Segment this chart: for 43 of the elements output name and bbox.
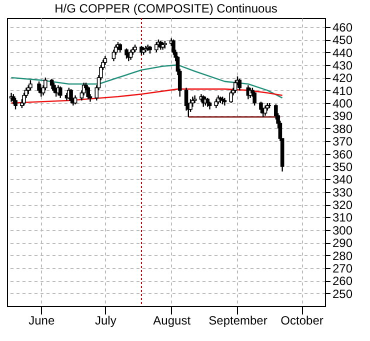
chart-title: H/G COPPER (COMPOSITE) Continuous <box>54 2 278 16</box>
candlestick <box>58 86 62 99</box>
x-tick-label: July <box>95 314 116 328</box>
y-tick-label: 440 <box>332 46 353 60</box>
y-tick-label: 250 <box>332 286 353 301</box>
candlestick <box>86 86 90 100</box>
candlestick <box>259 101 263 114</box>
candlestick <box>22 92 26 106</box>
y-tick-label: 290 <box>332 236 353 250</box>
x-tick-label: June <box>28 314 55 328</box>
candlestick <box>37 80 41 94</box>
x-tick-label: September <box>208 314 268 328</box>
y-tick-label: 410 <box>332 84 353 98</box>
y-tick-label: 420 <box>332 71 353 86</box>
candlestick <box>14 97 18 110</box>
candlestick <box>28 80 32 91</box>
candlestick <box>52 82 56 94</box>
candlestick <box>233 80 238 94</box>
x-tick-label: August <box>153 314 192 328</box>
candlestick <box>252 90 256 106</box>
x-tick-label: October <box>280 314 324 328</box>
y-tick-label: 380 <box>332 122 353 136</box>
y-tick-label: 400 <box>332 96 353 111</box>
y-tick-label: 390 <box>332 109 353 124</box>
candlestick <box>154 42 158 53</box>
y-tick-label: 350 <box>332 160 353 174</box>
y-tick-label: 430 <box>332 58 353 72</box>
y-tick-label: 460 <box>332 20 353 34</box>
y-tick-label: 270 <box>332 261 353 276</box>
candlestick <box>124 48 128 60</box>
y-tick-label: 370 <box>332 134 353 149</box>
y-tick-label: 300 <box>332 223 353 238</box>
y-tick-label: 280 <box>332 248 353 263</box>
y-tick-label: 330 <box>332 185 353 200</box>
y-tick-label: 340 <box>332 172 353 187</box>
y-tick-label: 320 <box>332 198 353 212</box>
y-tick-label: 310 <box>332 210 353 225</box>
candlestick <box>69 88 73 104</box>
candlestick <box>238 78 242 91</box>
y-tick-label: 260 <box>332 274 353 288</box>
y-tick-label: 450 <box>332 33 353 48</box>
y-tick-label: 360 <box>332 147 353 162</box>
candlestick <box>229 90 233 104</box>
